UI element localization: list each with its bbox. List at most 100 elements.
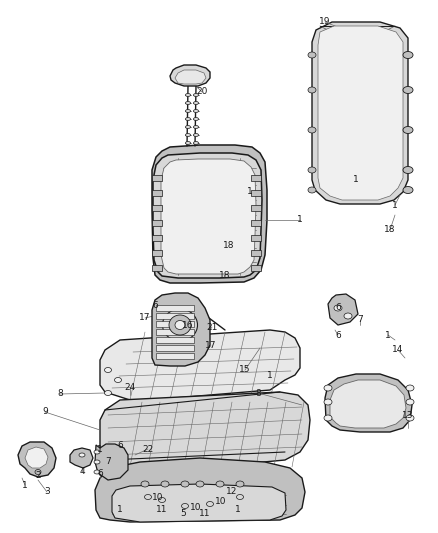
Bar: [156, 313, 194, 319]
Text: 6: 6: [117, 441, 123, 450]
Polygon shape: [70, 448, 93, 468]
Bar: [251, 220, 261, 226]
Text: 8: 8: [57, 390, 63, 399]
Ellipse shape: [308, 187, 316, 193]
Ellipse shape: [194, 133, 198, 136]
Text: 6: 6: [152, 301, 158, 310]
Ellipse shape: [344, 313, 352, 319]
Text: 1: 1: [385, 330, 391, 340]
Ellipse shape: [206, 502, 213, 506]
Text: 16: 16: [182, 321, 194, 330]
Ellipse shape: [324, 385, 332, 391]
Polygon shape: [152, 293, 210, 366]
Text: 1: 1: [97, 446, 103, 455]
Bar: [156, 305, 194, 311]
Ellipse shape: [308, 52, 316, 58]
Text: 10: 10: [152, 492, 164, 502]
Text: 8: 8: [255, 389, 261, 398]
Bar: [152, 175, 162, 181]
Text: 1: 1: [117, 505, 123, 514]
Text: 10: 10: [215, 497, 227, 506]
Text: 20: 20: [196, 87, 208, 96]
Bar: [156, 345, 194, 351]
Bar: [156, 337, 194, 343]
Text: 1: 1: [297, 215, 303, 224]
Ellipse shape: [162, 309, 198, 341]
Bar: [156, 321, 194, 327]
Text: 19: 19: [319, 18, 331, 27]
Text: 10: 10: [190, 503, 202, 512]
Ellipse shape: [145, 495, 152, 499]
Bar: [251, 190, 261, 196]
Polygon shape: [18, 442, 56, 477]
Bar: [156, 329, 194, 335]
Ellipse shape: [406, 415, 414, 421]
Ellipse shape: [186, 133, 191, 136]
Text: 1: 1: [22, 481, 28, 489]
Text: 17: 17: [139, 313, 151, 322]
Bar: [251, 265, 261, 271]
Ellipse shape: [94, 470, 100, 474]
Text: 11: 11: [156, 505, 168, 514]
Text: 7: 7: [105, 457, 111, 466]
Ellipse shape: [196, 481, 204, 487]
Polygon shape: [175, 70, 206, 84]
Bar: [156, 353, 194, 359]
Ellipse shape: [194, 101, 198, 104]
Ellipse shape: [403, 126, 413, 133]
Polygon shape: [112, 484, 286, 522]
Bar: [152, 190, 162, 196]
Text: 13: 13: [402, 410, 414, 419]
Text: 1: 1: [247, 188, 253, 197]
Bar: [152, 250, 162, 256]
Text: 1: 1: [235, 505, 241, 514]
Polygon shape: [100, 392, 310, 468]
Ellipse shape: [35, 470, 41, 474]
Ellipse shape: [324, 415, 332, 421]
Ellipse shape: [334, 305, 342, 311]
Bar: [152, 235, 162, 241]
Text: 4: 4: [79, 467, 85, 477]
Polygon shape: [100, 330, 300, 400]
Polygon shape: [95, 458, 305, 522]
Polygon shape: [318, 26, 403, 200]
Ellipse shape: [186, 125, 191, 128]
Polygon shape: [312, 22, 408, 204]
Ellipse shape: [181, 504, 188, 508]
Polygon shape: [170, 65, 210, 86]
Text: 3: 3: [44, 488, 50, 497]
Bar: [251, 175, 261, 181]
Text: 21: 21: [206, 322, 218, 332]
Bar: [251, 205, 261, 211]
Ellipse shape: [94, 460, 100, 464]
Text: 14: 14: [392, 345, 404, 354]
Text: 2: 2: [35, 471, 41, 480]
Text: 1: 1: [267, 370, 273, 379]
Text: 6: 6: [335, 303, 341, 312]
Text: 18: 18: [384, 225, 396, 235]
Ellipse shape: [308, 167, 316, 173]
Bar: [251, 235, 261, 241]
Polygon shape: [330, 380, 406, 428]
Text: 12: 12: [226, 488, 238, 497]
Polygon shape: [325, 374, 412, 432]
Text: 18: 18: [219, 271, 231, 279]
Ellipse shape: [161, 481, 169, 487]
Text: 9: 9: [42, 408, 48, 416]
Text: 11: 11: [199, 510, 211, 519]
Bar: [251, 250, 261, 256]
Ellipse shape: [186, 109, 191, 112]
Ellipse shape: [105, 367, 112, 373]
Ellipse shape: [79, 453, 85, 457]
Text: 24: 24: [124, 384, 136, 392]
Ellipse shape: [159, 497, 166, 503]
Ellipse shape: [114, 377, 121, 383]
Ellipse shape: [94, 450, 100, 454]
Bar: [152, 265, 162, 271]
Ellipse shape: [216, 481, 224, 487]
Polygon shape: [152, 145, 267, 283]
Ellipse shape: [403, 52, 413, 59]
Ellipse shape: [175, 320, 185, 329]
Ellipse shape: [105, 391, 112, 395]
Text: 1: 1: [392, 200, 398, 209]
